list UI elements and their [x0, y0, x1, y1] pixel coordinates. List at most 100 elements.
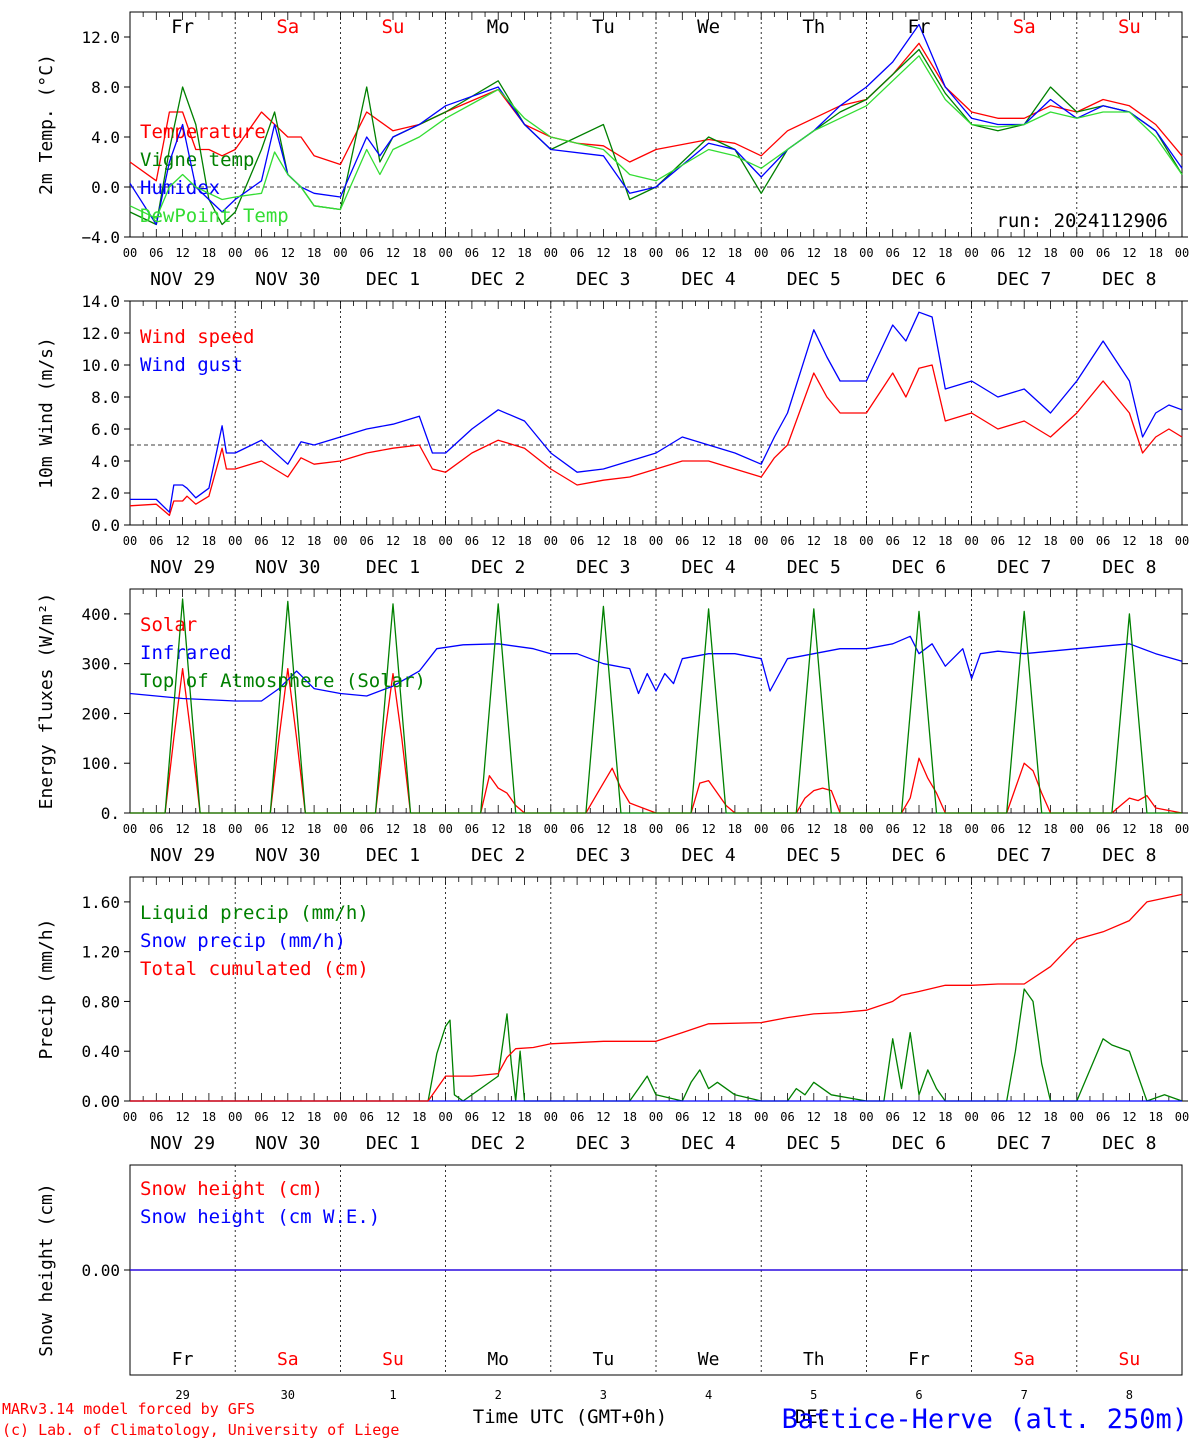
y-tick-label: 0.00 — [81, 1092, 120, 1111]
hour-tick-label: 18 — [517, 1110, 531, 1124]
hour-tick-label: 18 — [833, 246, 847, 260]
hour-tick-label: 12 — [596, 1110, 610, 1124]
hour-tick-label: 00 — [649, 822, 663, 836]
hour-tick-label: 18 — [517, 534, 531, 548]
weekday-label: Sa — [276, 16, 299, 38]
hour-tick-label: 18 — [307, 1110, 321, 1124]
y-tick-label: 0.0 — [91, 516, 120, 535]
hour-tick-label: 12 — [1122, 246, 1136, 260]
date-label: DEC 1 — [366, 269, 420, 290]
hour-tick-label: 00 — [964, 822, 978, 836]
day-number-label: 5 — [810, 1388, 817, 1402]
day-number-label: 3 — [600, 1388, 607, 1402]
hour-tick-label: 18 — [1148, 246, 1162, 260]
hour-tick-label: 12 — [807, 534, 821, 548]
hour-tick-label: 18 — [412, 822, 426, 836]
y-tick-label: 0.80 — [81, 992, 120, 1011]
hour-tick-label: 18 — [622, 822, 636, 836]
hour-tick-label: 06 — [359, 822, 373, 836]
weekday-label: Su — [1119, 1349, 1141, 1370]
hour-tick-label: 12 — [701, 534, 715, 548]
day-number-label: 7 — [1021, 1388, 1028, 1402]
hour-tick-label: 12 — [1017, 246, 1031, 260]
date-label: DEC 5 — [787, 557, 841, 578]
panel-3: 00 06 12 18 00 06 12 18 00 06 12 18 00 06 12 18 00 06 12 18… — [36, 876, 1189, 1154]
hour-tick-label: 06 — [149, 246, 163, 260]
date-label: DEC 3 — [576, 1133, 630, 1154]
y-tick-label: 0.0 — [91, 178, 120, 197]
y-tick-label: 6.0 — [91, 420, 120, 439]
weekday-label: Sa — [1013, 1349, 1035, 1370]
hour-tick-label: 00 — [754, 534, 768, 548]
hour-tick-label: 00 — [544, 1110, 558, 1124]
hour-tick-label: 18 — [307, 534, 321, 548]
hour-tick-label: 12 — [912, 1110, 926, 1124]
weekday-label: Th — [803, 1349, 825, 1370]
y-tick-label: 2.0 — [91, 484, 120, 503]
date-label: NOV 29 — [150, 1133, 215, 1154]
y-axis-label: Snow height (cm) — [36, 1183, 57, 1356]
hour-tick-label: 06 — [991, 534, 1005, 548]
hour-tick-label: 12 — [1017, 534, 1031, 548]
hour-tick-label: 18 — [517, 822, 531, 836]
hour-tick-label: 12 — [175, 822, 189, 836]
legend-entry: Snow precip (mm/h) — [140, 930, 346, 952]
date-label: NOV 30 — [255, 1133, 320, 1154]
hour-tick-label: 00 — [859, 534, 873, 548]
date-label: DEC 7 — [997, 557, 1051, 578]
hour-tick-label: 12 — [596, 822, 610, 836]
y-tick-label: 12.0 — [81, 324, 120, 343]
hour-tick-label: 18 — [202, 1110, 216, 1124]
hour-tick-label: 12 — [1122, 1110, 1136, 1124]
day-number-label: 4 — [705, 1388, 712, 1402]
hour-tick-label: 18 — [1043, 822, 1057, 836]
hour-tick-label: 18 — [833, 822, 847, 836]
y-tick-label: 1.20 — [81, 943, 120, 962]
hour-tick-label: 18 — [1148, 534, 1162, 548]
series-line-1-1 — [130, 311, 1183, 513]
hour-tick-label: 06 — [254, 246, 268, 260]
series-line-1-0 — [129, 364, 1183, 517]
hour-tick-label: 06 — [465, 534, 479, 548]
series-line-0-3 — [129, 55, 1183, 219]
hour-tick-label: 00 — [1175, 1110, 1189, 1124]
hour-tick-label: 06 — [991, 822, 1005, 836]
hour-tick-label: 18 — [622, 1110, 636, 1124]
hour-tick-label: 06 — [254, 534, 268, 548]
hour-tick-label: 00 — [649, 1110, 663, 1124]
hour-tick-label: 00 — [649, 246, 663, 260]
hour-tick-label: 00 — [1070, 534, 1084, 548]
hour-tick-label: 18 — [1043, 246, 1057, 260]
date-label: DEC 2 — [471, 1133, 525, 1154]
hour-tick-label: 12 — [807, 1110, 821, 1124]
hour-tick-label: 00 — [123, 534, 137, 548]
weekday-label: We — [697, 16, 720, 38]
hour-tick-label: 00 — [1175, 246, 1189, 260]
hour-tick-label: 00 — [859, 822, 873, 836]
hour-tick-label: 00 — [123, 1110, 137, 1124]
hour-tick-label: 00 — [754, 246, 768, 260]
y-tick-label: 0. — [101, 804, 120, 823]
hour-tick-label: 00 — [438, 534, 452, 548]
y-tick-label: 200. — [81, 704, 120, 723]
y-tick-label: 4.0 — [91, 128, 120, 147]
hour-tick-label: 18 — [202, 246, 216, 260]
series-line-0-0 — [129, 42, 1183, 182]
hour-tick-label: 18 — [938, 246, 952, 260]
hour-tick-label: 18 — [412, 246, 426, 260]
weekday-label: Mo — [487, 1349, 509, 1370]
hour-tick-label: 12 — [175, 246, 189, 260]
hour-tick-label: 06 — [675, 534, 689, 548]
hour-tick-label: 12 — [912, 246, 926, 260]
hour-tick-label: 06 — [885, 246, 899, 260]
date-label: DEC 8 — [1102, 557, 1156, 578]
series-line-0-1 — [129, 48, 1183, 226]
weekday-label: Mo — [487, 16, 510, 38]
day-number-label: 2 — [495, 1388, 502, 1402]
y-tick-label: 8.0 — [91, 388, 120, 407]
hour-tick-label: 00 — [228, 1110, 242, 1124]
hour-tick-label: 06 — [1096, 534, 1110, 548]
panel-4: 0.00 Snow height (cm) Snow height (cm) Snow… — [36, 1164, 1188, 1402]
y-tick-label: 0.40 — [81, 1042, 120, 1061]
weekday-label: Fr — [908, 1349, 930, 1370]
